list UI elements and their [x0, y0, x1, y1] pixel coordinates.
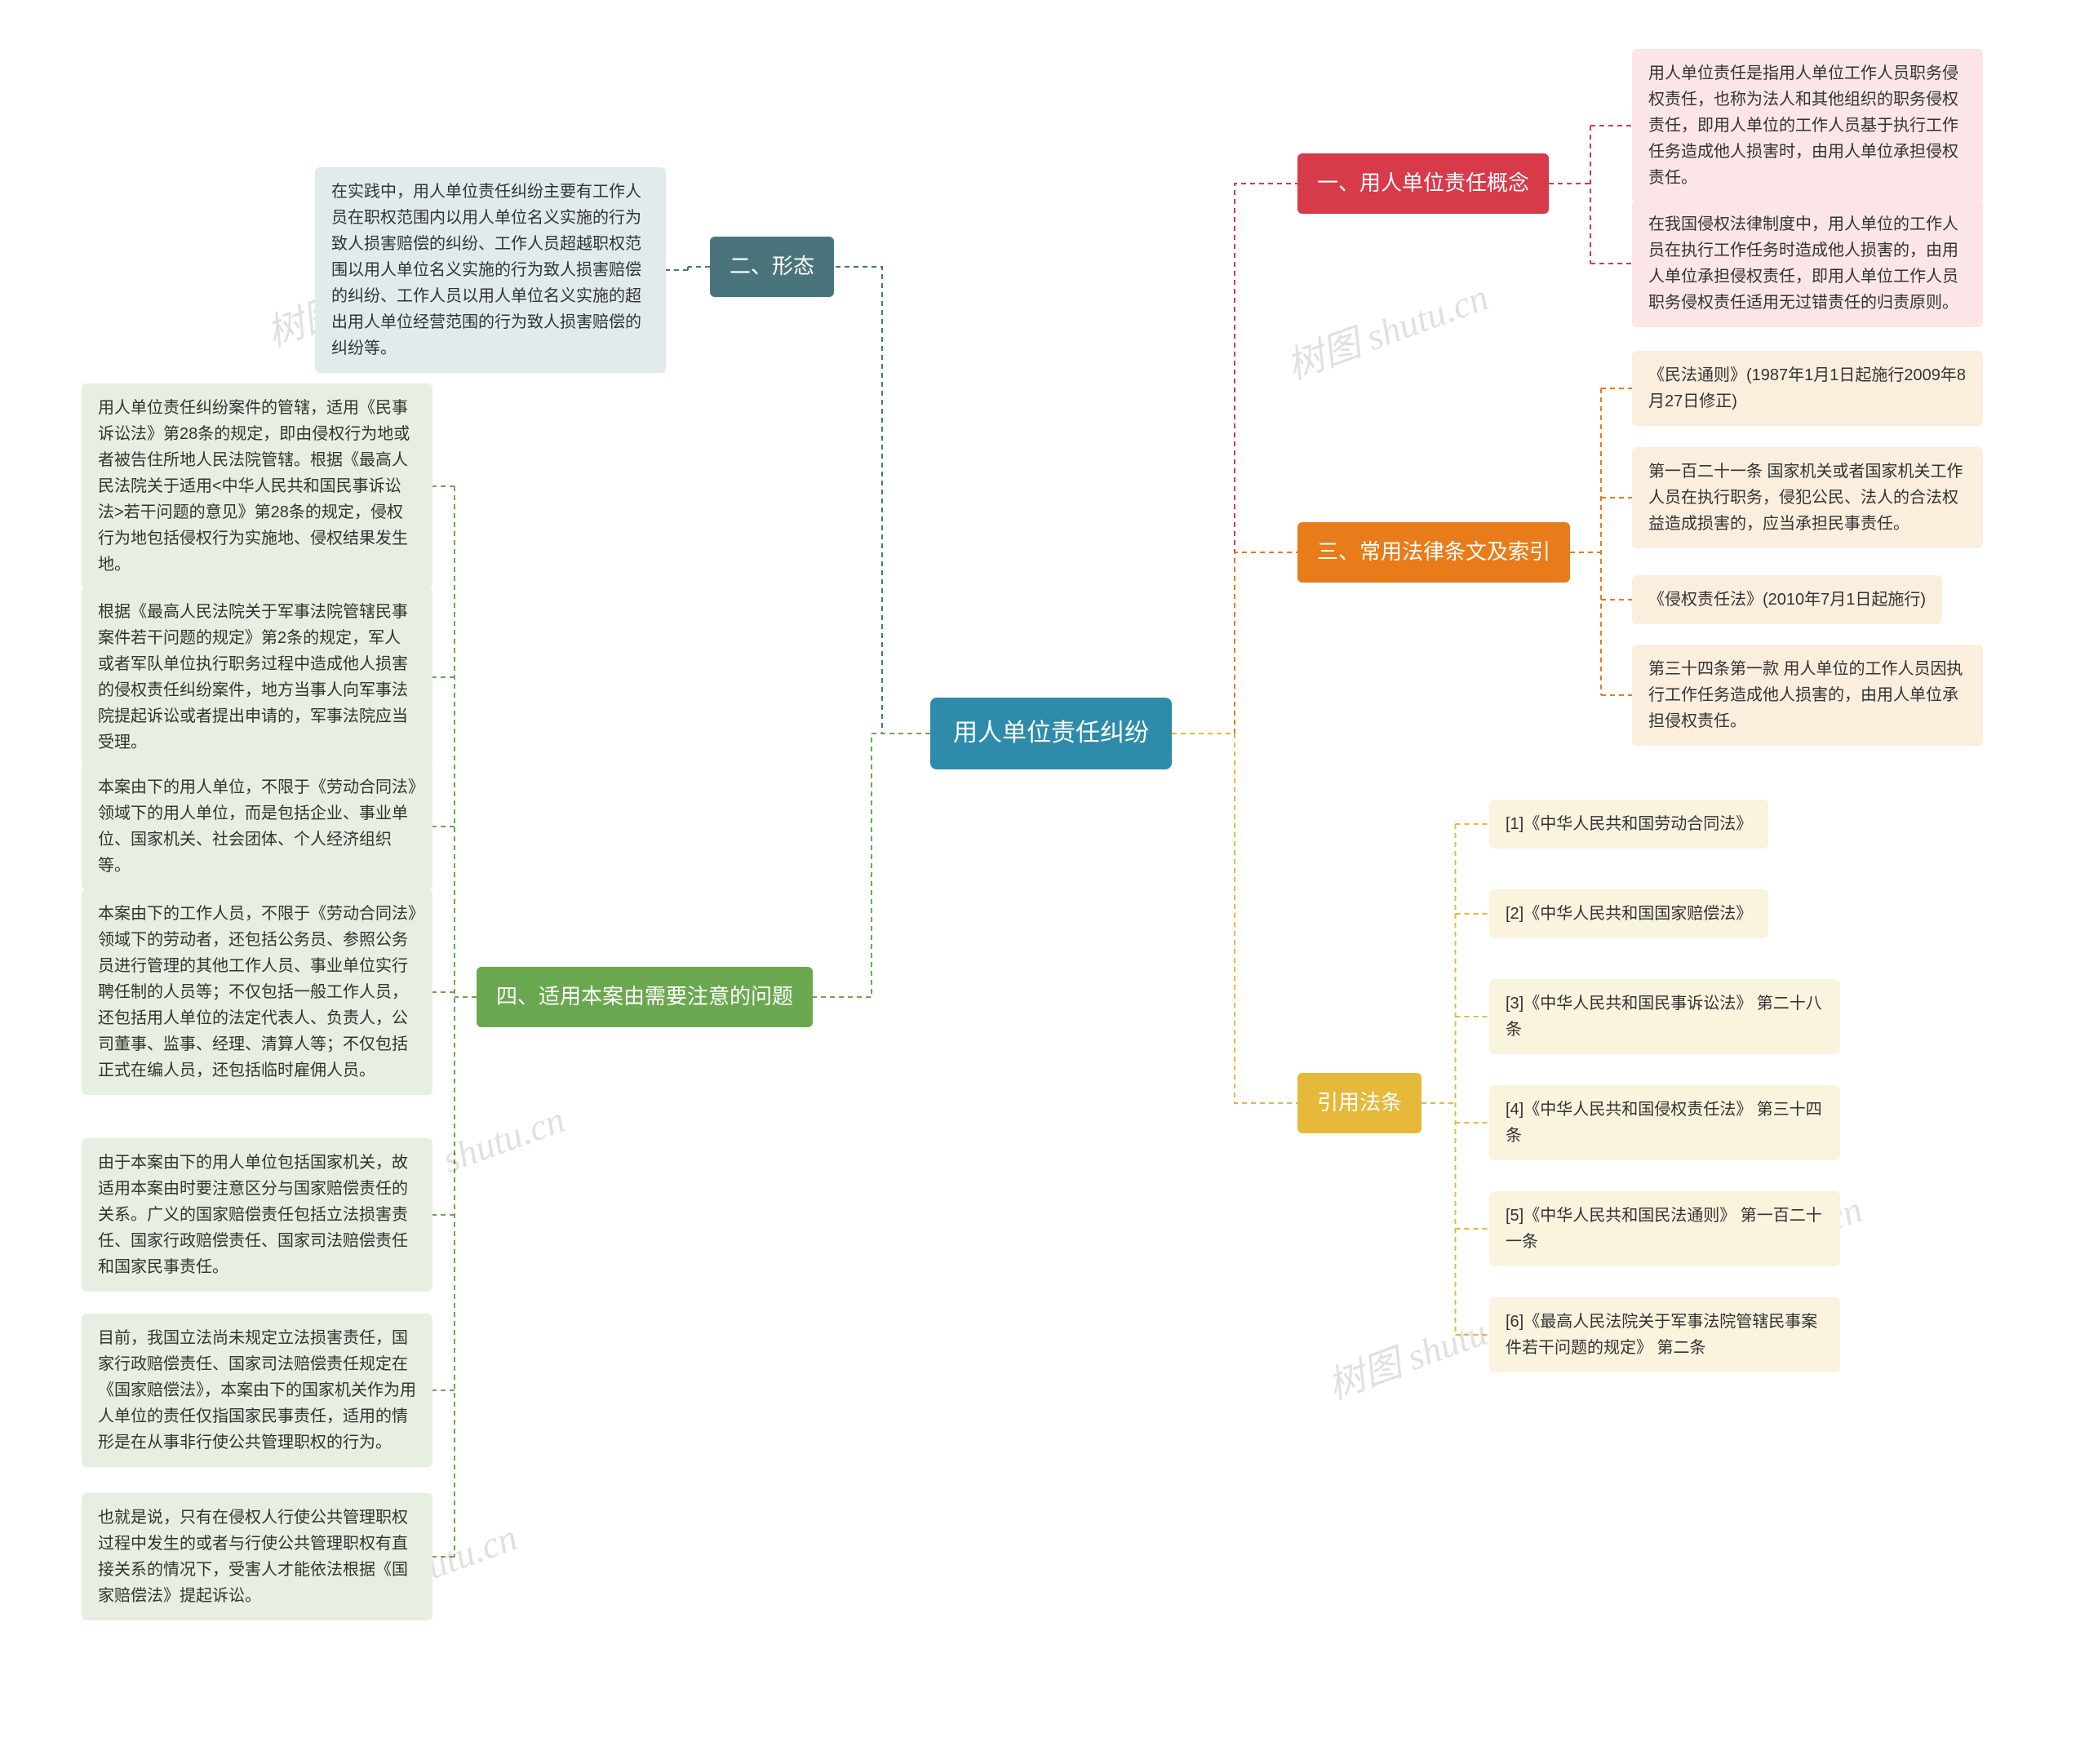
- branch-b4[interactable]: 四、适用本案由需要注意的问题: [477, 967, 813, 1027]
- leaf-node: 第一百二十一条 国家机关或者国家机关工作人员在执行职务，侵犯公民、法人的合法权益…: [1632, 447, 1983, 548]
- leaf-node: 用人单位责任是指用人单位工作人员职务侵权责任，也称为法人和其他组织的职务侵权责任…: [1632, 49, 1983, 202]
- watermark: 树图 shutu.cn: [1278, 268, 1494, 390]
- leaf-node: [6]《最高人民法院关于军事法院管辖民事案件若干问题的规定》 第二条: [1489, 1297, 1840, 1372]
- leaf-node: 由于本案由下的用人单位包括国家机关，故适用本案由时要注意区分与国家赔偿责任的关系…: [82, 1138, 432, 1292]
- branch-b2[interactable]: 二、形态: [710, 237, 834, 297]
- leaf-node: 本案由下的工作人员，不限于《劳动合同法》领域下的劳动者，还包括公务员、参照公务员…: [82, 889, 432, 1095]
- leaf-node: 《民法通则》(1987年1月1日起施行2009年8月27日修正): [1632, 351, 1983, 426]
- leaf-node: [5]《中华人民共和国民法通则》 第一百二十一条: [1489, 1191, 1840, 1266]
- leaf-node: 在实践中，用人单位责任纠纷主要有工作人员在职权范围内以用人单位名义实施的行为致人…: [315, 167, 666, 373]
- leaf-node: 也就是说，只有在侵权人行使公共管理职权过程中发生的或者与行使公共管理职权有直接关…: [82, 1493, 432, 1620]
- leaf-node: 第三十四条第一款 用人单位的工作人员因执行工作任务造成他人损害的，由用人单位承担…: [1632, 645, 1983, 746]
- leaf-node: 目前，我国立法尚未规定立法损害责任，国家行政赔偿责任、国家司法赔偿责任规定在《国…: [82, 1314, 432, 1467]
- leaf-node: [1]《中华人民共和国劳动合同法》: [1489, 800, 1768, 849]
- leaf-node: 本案由下的用人单位，不限于《劳动合同法》领域下的用人单位，而是包括企业、事业单位…: [82, 763, 432, 890]
- leaf-node: [3]《中华人民共和国民事诉讼法》 第二十八条: [1489, 979, 1840, 1054]
- branch-b1[interactable]: 一、用人单位责任概念: [1297, 153, 1549, 214]
- branch-b5[interactable]: 引用法条: [1297, 1073, 1421, 1133]
- leaf-node: [4]《中华人民共和国侵权责任法》 第三十四条: [1489, 1085, 1840, 1160]
- leaf-node: 《侵权责任法》(2010年7月1日起施行): [1632, 575, 1942, 624]
- branch-b3[interactable]: 三、常用法律条文及索引: [1297, 522, 1570, 583]
- leaf-node: 在我国侵权法律制度中，用人单位的工作人员在执行工作任务时造成他人损害的，由用人单…: [1632, 200, 1983, 327]
- leaf-node: [2]《中华人民共和国国家赔偿法》: [1489, 889, 1768, 938]
- leaf-node: 根据《最高人民法院关于军事法院管辖民事案件若干问题的规定》第2条的规定，军人或者…: [82, 587, 432, 767]
- leaf-node: 用人单位责任纠纷案件的管辖，适用《民事诉讼法》第28条的规定，即由侵权行为地或者…: [82, 383, 432, 589]
- center-node[interactable]: 用人单位责任纠纷: [930, 698, 1172, 769]
- watermark: shutu.cn: [437, 1097, 570, 1181]
